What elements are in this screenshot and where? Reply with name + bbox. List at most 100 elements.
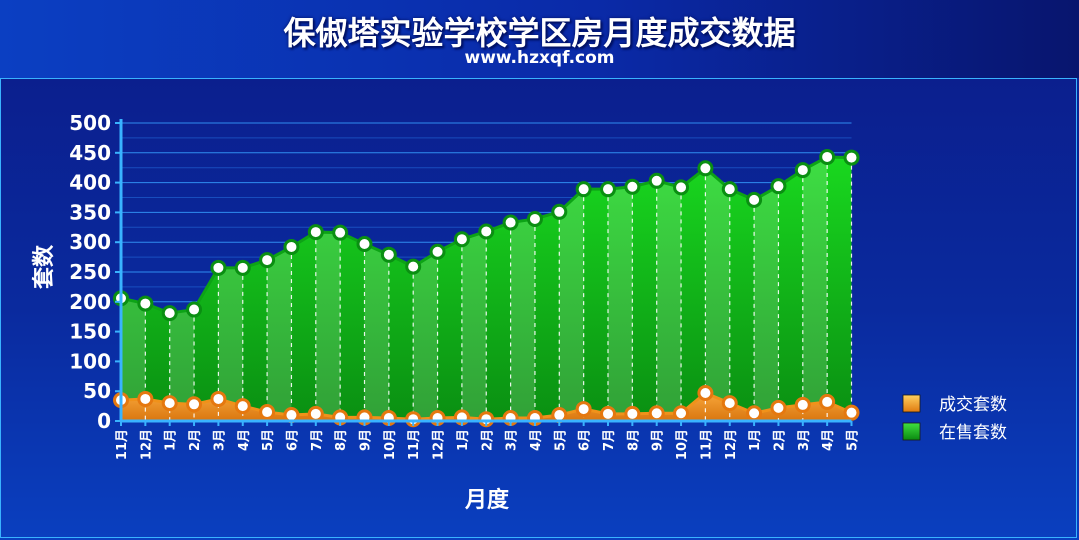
y-tick-label: 400 — [69, 171, 111, 195]
area-band — [267, 246, 292, 421]
area-band — [559, 189, 584, 421]
point-onsale — [648, 172, 665, 189]
x-tick-label: 10月 — [383, 429, 398, 460]
point-sold — [575, 401, 592, 418]
x-tick-label: 3月 — [505, 429, 520, 451]
x-tick-label: 9月 — [651, 429, 666, 451]
point-onsale — [307, 224, 324, 241]
point-onsale — [356, 235, 373, 252]
point-onsale — [283, 238, 300, 255]
area-band — [169, 309, 195, 421]
legend-label-onsale: 在售套数 — [939, 423, 1007, 443]
point-onsale — [332, 224, 349, 241]
x-tick-label: 3月 — [212, 429, 227, 451]
y-tick-label: 0 — [97, 409, 111, 433]
chart-title: 保俶塔实验学校学区房月度成交数据 — [283, 14, 796, 52]
chart-subtitle: www.hzxqf.com — [464, 48, 615, 68]
x-tick-label: 6月 — [285, 429, 300, 451]
area-band — [121, 298, 146, 421]
y-tick-label: 200 — [69, 290, 111, 314]
x-tick-label: 4月 — [237, 429, 252, 451]
y-tick-label: 100 — [69, 349, 111, 373]
point-sold — [307, 405, 324, 422]
point-sold — [186, 396, 203, 413]
x-tick-label: 12月 — [724, 429, 739, 460]
point-sold — [259, 404, 276, 421]
point-onsale — [819, 148, 836, 165]
chart-svg: 0 50 100 150 200 250 300 350 400 450 500 11月 12月 1月 2… — [31, 111, 1007, 513]
x-tick-label: 11月 — [407, 429, 422, 460]
x-tick-label: 4月 — [821, 429, 836, 451]
y-tick-label: 150 — [69, 320, 111, 344]
legend-swatch-onsale — [902, 422, 921, 441]
x-axis-label: 月度 — [464, 487, 510, 513]
y-tick-label: 50 — [83, 379, 111, 403]
point-onsale — [770, 178, 787, 195]
x-tick-label: 11月 — [699, 429, 714, 460]
point-onsale — [624, 178, 641, 195]
point-sold — [721, 395, 738, 412]
point-onsale — [551, 203, 568, 220]
point-onsale — [746, 191, 763, 208]
point-sold — [600, 405, 616, 422]
x-tick-label: 5月 — [261, 429, 276, 451]
point-onsale — [429, 243, 446, 260]
y-axis-label: 套数 — [31, 244, 57, 289]
x-tick-label: 5月 — [553, 429, 568, 451]
point-onsale — [794, 162, 811, 179]
x-tick-label: 4月 — [529, 429, 544, 451]
point-sold — [794, 396, 811, 413]
x-tick-label: 7月 — [310, 429, 325, 451]
point-onsale — [405, 258, 422, 275]
point-sold — [648, 405, 665, 422]
point-sold — [137, 390, 154, 407]
point-onsale — [697, 160, 714, 177]
area-band — [754, 186, 779, 421]
x-tick-label: 9月 — [359, 429, 374, 451]
point-onsale — [137, 295, 154, 312]
y-tick-label: 450 — [69, 141, 111, 165]
point-sold — [210, 390, 227, 407]
area-band — [705, 168, 730, 421]
area-band — [413, 251, 438, 421]
point-onsale — [259, 252, 276, 269]
point-onsale — [843, 149, 860, 166]
point-sold — [746, 405, 763, 422]
area-band — [461, 231, 487, 421]
point-sold — [673, 405, 690, 422]
x-tick-label: 6月 — [578, 429, 593, 451]
point-sold — [624, 405, 641, 422]
x-tick-label: 11月 — [115, 429, 130, 460]
x-tick-label: 1月 — [456, 429, 471, 451]
x-tick-label: 8月 — [334, 429, 349, 451]
y-tick-label: 300 — [69, 230, 111, 254]
x-tick-label: 2月 — [480, 429, 495, 451]
point-onsale — [600, 181, 616, 198]
x-tick-label: 12月 — [432, 429, 447, 460]
point-sold — [770, 399, 787, 416]
point-onsale — [502, 214, 519, 231]
x-tick-label: 8月 — [626, 429, 641, 451]
point-onsale — [526, 210, 543, 227]
point-sold — [234, 398, 251, 415]
y-tick-label: 500 — [69, 111, 111, 135]
x-tick-label: 10月 — [675, 429, 690, 460]
area-band — [510, 218, 535, 421]
x-tick-label: 3月 — [797, 429, 812, 451]
header: 保俶塔实验学校学区房月度成交数据 www.hzxqf.com — [0, 0, 1079, 78]
x-tick-label: 1月 — [748, 429, 763, 451]
point-sold — [161, 395, 178, 412]
point-onsale — [453, 231, 470, 248]
point-onsale — [186, 301, 203, 318]
point-onsale — [161, 305, 178, 322]
point-onsale — [575, 181, 592, 198]
x-tick-label: 5月 — [846, 429, 861, 451]
point-sold — [843, 404, 860, 421]
x-tick-label: 1月 — [164, 429, 179, 451]
y-tick-label: 250 — [69, 260, 111, 284]
x-tick-label: 12月 — [139, 429, 154, 460]
area-band — [802, 156, 828, 422]
area-band — [364, 243, 389, 421]
